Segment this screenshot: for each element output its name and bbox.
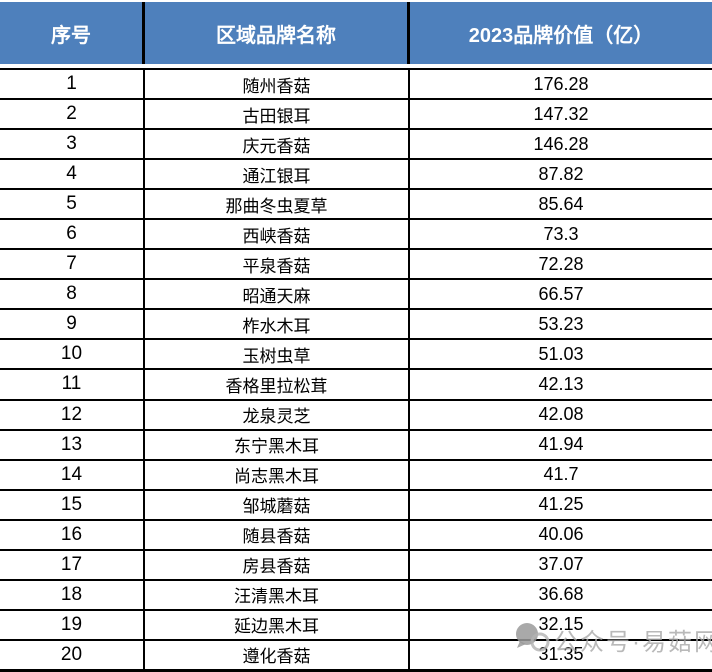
cell-rank: 18 (0, 580, 145, 609)
cell-rank: 4 (0, 160, 145, 189)
cell-brand-value: 41.94 (538, 434, 584, 455)
header-cell-brand-value: 2023品牌价值（亿） (410, 2, 712, 64)
table-row: 7 平泉香菇 72.28 (0, 250, 712, 281)
header-cell-rank: 序号 (0, 2, 145, 64)
cell-brand-name: 尚志黑木耳 (145, 460, 410, 489)
cell-brand-value: 31.35 (538, 644, 584, 665)
table-row: 10 玉树虫草 51.03 (0, 340, 712, 371)
table-row: 6 西峡香菇 73.3 (0, 220, 712, 251)
cell-brand-value: 40.06 (538, 524, 584, 545)
cell-brand-value: 42.08 (538, 404, 584, 425)
cell-rank: 11 (0, 370, 145, 399)
cell-brand-value: 37.07 (538, 554, 584, 575)
cell-brand-name: 古田银耳 (145, 100, 410, 129)
cell-brand-value: 51.03 (538, 343, 584, 364)
table-row: 1 随州香菇 176.28 (0, 70, 712, 101)
cell-brand-name: 庆元香菇 (145, 130, 410, 159)
cell-brand-value: 176.28 (533, 73, 589, 94)
cell-rank: 14 (0, 460, 145, 489)
cell-brand-name: 昭通天麻 (145, 280, 410, 309)
cell-brand-name: 邹城蘑菇 (145, 490, 410, 519)
cell-rank: 13 (0, 430, 145, 459)
cell-rank: 8 (0, 280, 145, 309)
cell-brand-name: 柞水木耳 (145, 310, 410, 339)
table-row: 5 那曲冬虫夏草 85.64 (0, 190, 712, 221)
cell-rank: 6 (0, 220, 145, 249)
cell-rank: 15 (0, 490, 145, 519)
cell-rank: 3 (0, 130, 145, 159)
cell-brand-name: 龙泉灵芝 (145, 400, 410, 429)
table-row: 13 东宁黑木耳 41.94 (0, 430, 712, 461)
table-row: 4 通江银耳 87.82 (0, 160, 712, 191)
cell-brand-value: 41.7 (543, 464, 579, 485)
table-row: 14 尚志黑木耳 41.7 (0, 460, 712, 491)
cell-rank: 17 (0, 550, 145, 579)
table-row: 3 庆元香菇 146.28 (0, 130, 712, 161)
cell-rank: 10 (0, 340, 145, 369)
table-row: 18 汪清黑木耳 36.68 (0, 580, 712, 611)
cell-brand-name: 香格里拉松茸 (145, 370, 410, 399)
cell-rank: 5 (0, 190, 145, 219)
cell-brand-value: 72.28 (538, 253, 584, 274)
cell-brand-value: 32.15 (538, 614, 584, 635)
table-row: 12 龙泉灵芝 42.08 (0, 400, 712, 431)
cell-brand-value: 66.57 (538, 283, 584, 304)
cell-brand-value: 146.28 (533, 133, 589, 154)
cell-rank: 1 (0, 70, 145, 99)
cell-rank: 19 (0, 610, 145, 639)
table-row: 8 昭通天麻 66.57 (0, 280, 712, 311)
cell-brand-value: 41.25 (538, 494, 584, 515)
cell-brand-name: 遵化香菇 (145, 640, 410, 669)
cell-brand-value: 87.82 (538, 163, 584, 184)
cell-brand-value: 36.68 (538, 584, 584, 605)
table-row: 11 香格里拉松茸 42.13 (0, 370, 712, 401)
table-row: 2 古田银耳 147.32 (0, 100, 712, 131)
cell-brand-name: 玉树虫草 (145, 340, 410, 369)
table-row: 20 遵化香菇 31.35 (0, 640, 712, 671)
table-row: 19 延边黑木耳 32.15 (0, 610, 712, 641)
cell-brand-name: 随县香菇 (145, 520, 410, 549)
table-row: 15 邹城蘑菇 41.25 (0, 490, 712, 521)
cell-brand-value: 42.13 (538, 373, 584, 394)
cell-brand-value: 73.3 (543, 223, 579, 244)
table-row: 17 房县香菇 37.07 (0, 550, 712, 581)
cell-brand-name: 房县香菇 (145, 550, 410, 579)
cropped-next-row-border (0, 670, 712, 672)
cell-brand-name: 东宁黑木耳 (145, 430, 410, 459)
cell-brand-name: 汪清黑木耳 (145, 580, 410, 609)
cell-rank: 20 (0, 640, 145, 669)
cell-brand-name: 那曲冬虫夏草 (145, 190, 410, 219)
header-cell-brand-name: 区域品牌名称 (145, 2, 410, 64)
cell-brand-name: 通江银耳 (145, 160, 410, 189)
table-header-row: 序号 区域品牌名称 2023品牌价值（亿） (0, 2, 712, 64)
cell-brand-value: 85.64 (538, 193, 584, 214)
cell-brand-name: 延边黑木耳 (145, 610, 410, 639)
cell-rank: 12 (0, 400, 145, 429)
cell-rank: 16 (0, 520, 145, 549)
cell-brand-name: 西峡香菇 (145, 220, 410, 249)
cell-brand-name: 随州香菇 (145, 70, 410, 99)
cell-rank: 7 (0, 250, 145, 279)
cell-brand-value: 147.32 (533, 103, 589, 124)
table-row: 9 柞水木耳 53.23 (0, 310, 712, 341)
cell-rank: 2 (0, 100, 145, 129)
table-row: 16 随县香菇 40.06 (0, 520, 712, 551)
cell-rank: 9 (0, 310, 145, 339)
cell-brand-value: 53.23 (538, 313, 584, 334)
table-body: 1 随州香菇 176.28 2 古田银耳 147.32 3 庆元香菇 146.28 4 通江银耳 87… (0, 68, 712, 671)
cell-brand-name: 平泉香菇 (145, 250, 410, 279)
